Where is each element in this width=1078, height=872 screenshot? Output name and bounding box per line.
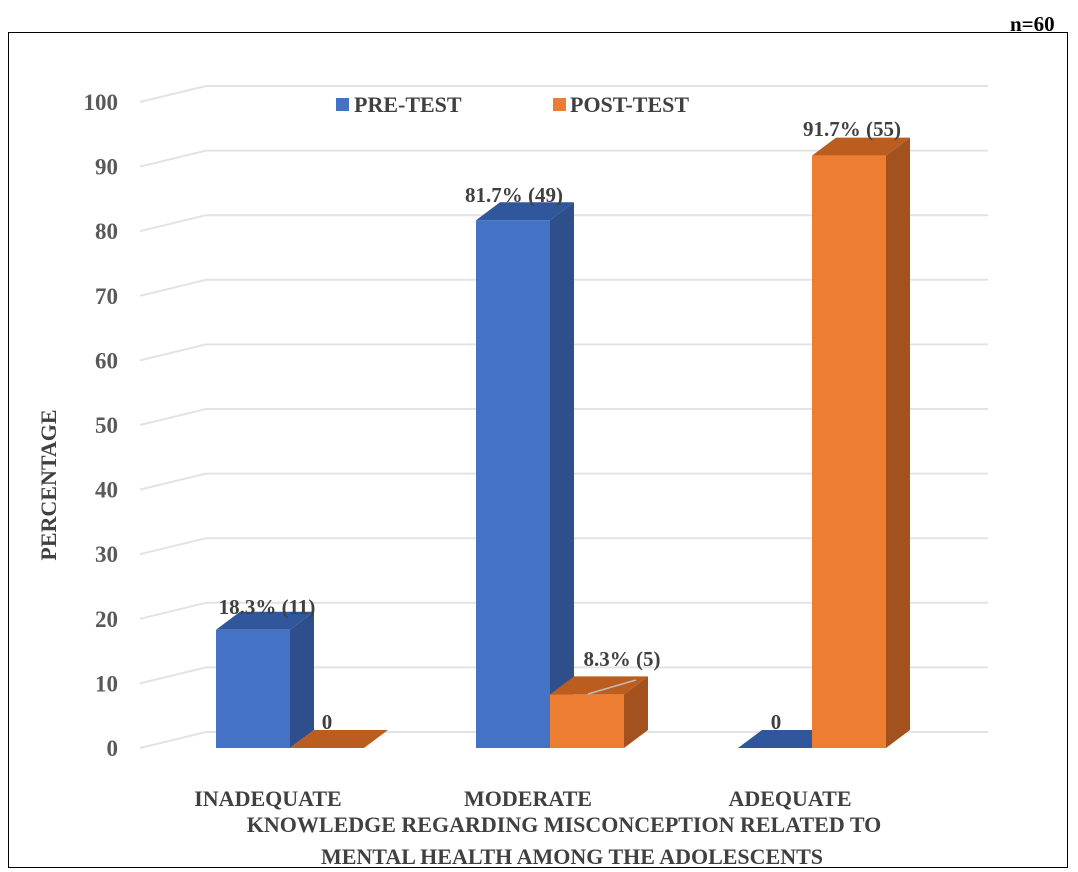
y-tick-label: 30 [95,542,118,567]
y-tick-label: 90 [95,155,118,180]
bar-top [812,137,910,156]
bar-side [624,676,648,748]
category-label-moderate: MODERATE [464,786,592,811]
data-label-pre-test-inadequate: 18.3% (11) [219,595,316,619]
bar-post-test-adequate [812,137,910,749]
legend-label-pre-test: PRE-TEST [354,92,462,117]
gridline-diagonal [139,731,207,749]
bar-top [738,730,836,748]
gridline-diagonal [139,214,207,233]
y-axis-title: PERCENTAGE [36,409,61,560]
x-axis-title-line-1: KNOWLEDGE REGARDING MISCONCEPTION RELATE… [247,812,881,837]
legend-swatch-pre-test [336,98,349,111]
legend-swatch-post-test [553,98,566,111]
chart-frame [8,32,1068,868]
data-labels: 18.3% (11) 0 81.7% (49) 8.3% (5) 0 91.7% (55) [219,117,901,734]
y-tick-label: 20 [95,607,118,632]
bar-side [550,202,574,748]
label-leader-line [587,679,637,695]
bar-pre-test-inadequate [216,611,314,748]
y-tick-label: 50 [95,413,118,438]
gridline-diagonal [139,472,207,491]
bar-front [550,694,624,748]
bar-top [290,730,388,748]
data-label-post-test-adequate: 91.7% (55) [803,117,901,141]
bar-side [886,137,910,749]
bar-post-test-inadequate [290,730,388,748]
y-tick-label: 10 [95,671,118,696]
data-label-pre-test-adequate: 0 [771,710,782,734]
y-axis-ticks: 0 10 20 30 40 50 60 70 80 90 100 [84,90,119,761]
bar-front [216,629,290,748]
gridline-diagonal [139,408,207,426]
y-tick-label: 80 [95,219,118,244]
bar-front [476,220,550,748]
gridline-diagonal [139,666,207,685]
legend-label-post-test: POST-TEST [570,92,689,117]
bar-side [290,611,314,748]
category-label-inadequate: INADEQUATE [194,786,342,811]
x-axis-title-line-2: MENTAL HEALTH AMONG THE ADOLESCENTS [321,844,823,869]
gridline-diagonal [139,343,207,362]
gridline-diagonal [139,537,207,556]
y-tick-label: 100 [84,90,119,115]
data-label-post-test-moderate: 8.3% (5) [584,647,661,671]
bars [216,137,910,749]
x-axis-categories: INADEQUATE MODERATE ADEQUATE [194,786,851,811]
gridline-diagonal [139,149,207,168]
data-label-post-test-inadequate: 0 [322,710,333,734]
gridline-diagonal [139,85,207,103]
y-tick-label: 0 [107,736,119,761]
bar-top [550,676,648,695]
legend: PRE-TEST POST-TEST [336,92,689,117]
bar-top [476,202,574,221]
bar-top [216,611,314,630]
y-tick-label: 60 [95,348,118,373]
y-tick-label: 70 [95,284,118,309]
gridline-diagonal [139,278,207,297]
bar-front [812,155,886,749]
bar-pre-test-moderate [476,202,574,748]
category-label-adequate: ADEQUATE [728,786,851,811]
gridline-diagonal [139,601,207,620]
y-tick-label: 40 [95,478,118,503]
data-label-pre-test-moderate: 81.7% (49) [465,183,563,207]
bar-post-test-moderate [550,676,648,748]
bar-pre-test-adequate [738,730,836,748]
